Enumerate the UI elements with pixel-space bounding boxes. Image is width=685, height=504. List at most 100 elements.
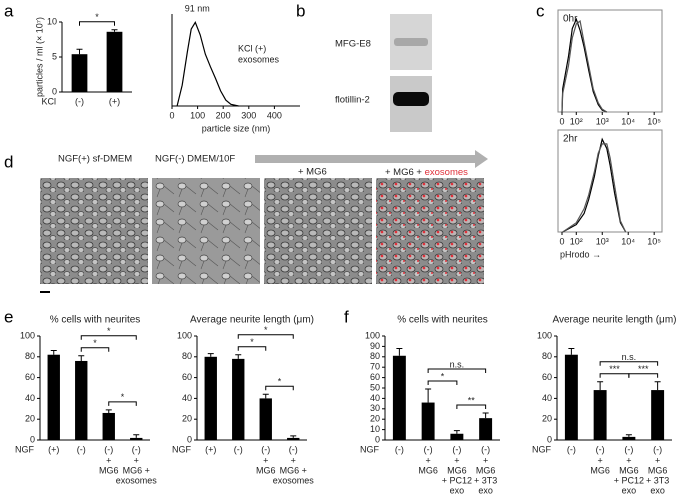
y-tick-label: 40 — [542, 393, 552, 403]
significance-label: *** — [609, 364, 620, 374]
bar — [75, 360, 88, 440]
bar — [421, 402, 435, 440]
x-sublabel: MG6 + — [280, 465, 307, 475]
row-label: NGF — [360, 444, 380, 454]
axes — [171, 14, 300, 107]
error-bar — [453, 430, 460, 434]
error-bar — [597, 381, 604, 391]
bar — [232, 358, 245, 440]
significance-label: * — [441, 371, 445, 381]
y-axis-label: particles / ml (× 10⁷) — [34, 17, 44, 97]
y-tick-label: 50 — [370, 382, 380, 392]
x-tick-label: 0 — [169, 110, 174, 120]
significance-label: * — [250, 337, 254, 347]
x-sublabel: + — [597, 455, 602, 465]
x-sublabel: + PC12 — [442, 475, 472, 485]
image-caption: + MG6 + exosomes — [385, 167, 468, 178]
data-line — [562, 137, 627, 233]
significance-bracket — [237, 334, 294, 339]
x-tick-label: (-) — [261, 444, 270, 454]
error-bar — [290, 435, 297, 438]
error-bar — [111, 29, 118, 32]
blot-label: flotillin-2 — [335, 95, 370, 106]
x-tick-label: 10² — [570, 116, 583, 126]
x-axis-label: pHrodo → — [560, 249, 601, 259]
x-sublabel: + — [134, 455, 139, 465]
significance-bracket — [427, 380, 458, 386]
x-tick-label: 400 — [267, 110, 282, 120]
y-tick-label: 0 — [375, 434, 380, 444]
x-sublabel: MG6 — [99, 465, 119, 475]
bar — [287, 437, 300, 440]
y-tick-label: 80 — [542, 351, 552, 361]
x-tick-label: 10² — [570, 236, 583, 246]
image-caption: NGF(+) sf-DMEM — [58, 154, 132, 165]
error-bar — [78, 355, 85, 361]
x-sublabel: + — [291, 455, 296, 465]
x-sublabel: MG6 — [590, 465, 610, 475]
bar — [450, 433, 464, 440]
significance-bracket — [599, 373, 630, 378]
x-tick-label: (+) — [205, 444, 216, 454]
micrograph — [264, 178, 372, 284]
x-sublabel: + — [655, 455, 660, 465]
y-tick-label: 60 — [542, 372, 552, 382]
y-tick-label: 60 — [370, 372, 380, 382]
bar — [651, 390, 665, 440]
x-tick-label: (-) — [77, 444, 86, 454]
y-tick-label: 100 — [177, 330, 192, 340]
annotation: KCl (+) — [238, 43, 266, 53]
caption-highlight: exosomes — [425, 167, 469, 178]
panel-label: c — [536, 1, 545, 20]
x-sublabel: exosomes — [273, 475, 315, 485]
x-sublabel: MG6 — [447, 465, 467, 475]
bar — [71, 54, 88, 92]
x-tick-label: (-) — [481, 444, 490, 454]
error-bar — [133, 434, 140, 438]
x-sublabel: MG6 — [648, 465, 668, 475]
x-tick-label: 10⁵ — [647, 236, 661, 246]
bar — [622, 436, 636, 440]
x-sublabel: MG6 — [256, 465, 276, 475]
panel-label: b — [296, 1, 305, 20]
error-bar — [76, 48, 83, 55]
x-tick-label: 300 — [241, 110, 256, 120]
significance-bracket — [265, 385, 294, 391]
y-tick-label: 80 — [370, 351, 380, 361]
significance-label: n.s. — [622, 352, 637, 362]
x-sublabel: MG6 — [619, 465, 639, 475]
chart-title: % cells with neurites — [397, 315, 488, 326]
x-axis-label: particle size (nm) — [202, 123, 271, 133]
x-tick-label: (-) — [395, 444, 404, 454]
significance-bracket — [628, 373, 659, 378]
y-tick-label: 80 — [25, 351, 35, 361]
x-sublabel: + — [425, 455, 430, 465]
x-tick-label: 0 — [559, 116, 564, 126]
bar — [106, 31, 123, 92]
error-bar — [50, 350, 57, 355]
x-sublabel: exo — [450, 485, 465, 495]
x-tick-label: 10³ — [596, 116, 609, 126]
row-label: NGF — [172, 444, 192, 454]
data-line — [176, 21, 239, 107]
significance-label: * — [264, 325, 268, 335]
y-tick-label: 20 — [25, 414, 35, 424]
x-tick-label: 10⁴ — [621, 116, 635, 126]
x-tick-label: (+) — [48, 444, 59, 454]
y-tick-label: 100 — [20, 330, 35, 340]
y-tick-label: 20 — [182, 414, 192, 424]
x-sublabel: + — [626, 455, 631, 465]
data-line — [561, 17, 608, 113]
micrograph — [152, 178, 260, 284]
plot-frame — [557, 9, 663, 113]
bar — [479, 418, 493, 440]
significance-label: * — [107, 326, 111, 336]
error-bar — [396, 347, 403, 356]
x-tick-label: 10⁵ — [647, 116, 661, 126]
panel-label: f — [344, 307, 349, 326]
error-bar — [425, 388, 432, 403]
significance-bracket — [80, 335, 137, 340]
y-tick-label: 60 — [25, 372, 35, 382]
x-tick-label: 200 — [216, 110, 231, 120]
bar — [47, 354, 60, 440]
